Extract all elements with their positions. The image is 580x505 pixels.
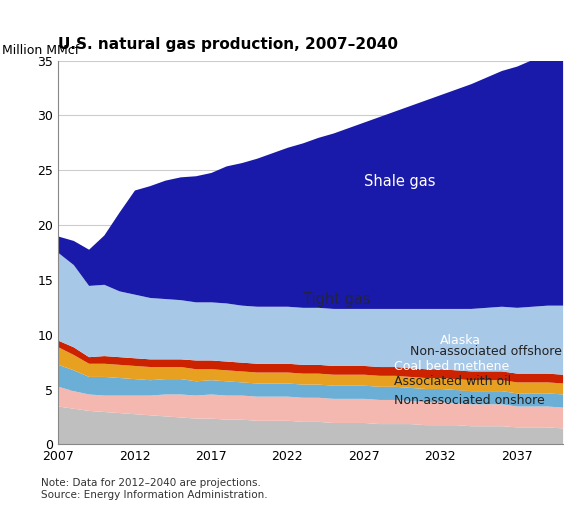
Text: Note: Data for 2012–2040 are projections.
Source: Energy Information Administrat: Note: Data for 2012–2040 are projections…: [41, 478, 267, 500]
Text: Associated with oil: Associated with oil: [394, 375, 512, 388]
Text: U.S. natural gas production, 2007–2040: U.S. natural gas production, 2007–2040: [58, 37, 398, 53]
Text: Non-associated offshore: Non-associated offshore: [409, 345, 561, 358]
Text: Coal bed methene: Coal bed methene: [394, 360, 510, 373]
Text: Alaska: Alaska: [440, 334, 481, 347]
Text: Shale gas: Shale gas: [364, 174, 436, 189]
Text: Million MMcf: Million MMcf: [2, 44, 79, 57]
Text: Tight gas: Tight gas: [303, 292, 370, 307]
Text: Non-associated onshore: Non-associated onshore: [394, 394, 545, 407]
